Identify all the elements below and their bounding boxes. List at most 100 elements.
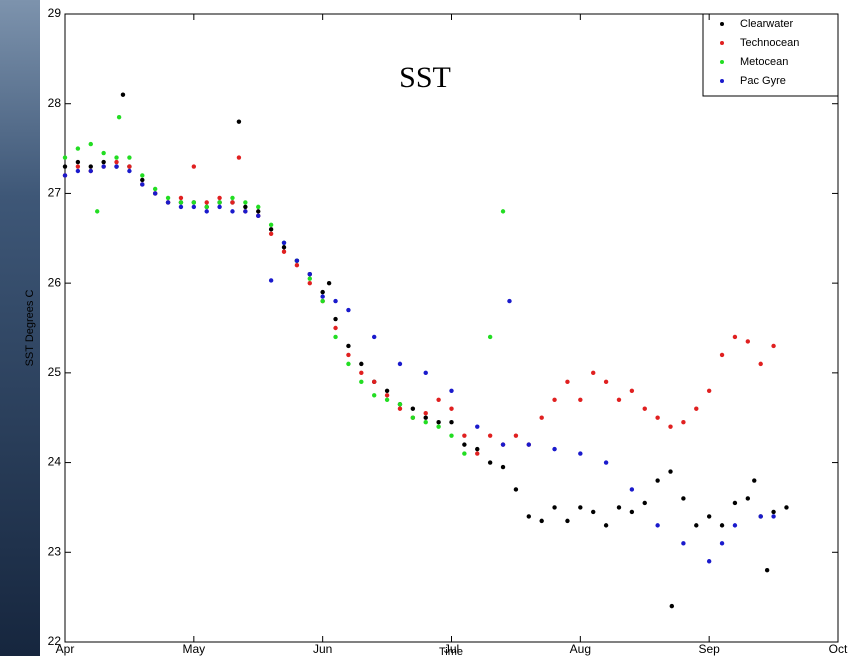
data-point [384,393,390,398]
data-point [178,200,184,205]
y-tick-label: 29 [48,6,62,20]
y-axis-label: SST Degrees C [24,290,36,367]
data-point [436,420,441,425]
data-point [191,204,197,210]
data-point [333,325,338,331]
data-point [346,352,351,358]
legend [702,13,839,97]
plot-area [64,13,839,643]
y-tick-label: 26 [48,275,62,289]
data-point [359,370,364,376]
y-tick-label: 24 [48,455,62,469]
data-point [217,204,222,210]
x-tick-label: Oct [829,642,848,656]
legend-marker [720,79,724,83]
legend-label: Metocean [740,56,788,68]
data-point [397,402,403,407]
data-point [127,155,132,160]
data-point [114,164,119,169]
data-point [294,263,300,268]
data-point [217,195,222,201]
data-point [681,541,686,546]
data-point [603,379,609,385]
data-point [552,397,557,402]
data-point [333,298,338,304]
data-point [436,397,441,402]
data-point [256,213,261,219]
data-point [281,245,287,250]
data-point [307,280,312,286]
data-point [384,388,390,393]
x-tick-label: Apr [56,642,75,656]
data-point [591,370,596,376]
data-point [346,361,351,367]
data-point [603,460,609,465]
data-point [230,200,235,205]
data-point [552,446,557,452]
data-point [719,352,725,358]
data-point [281,249,287,254]
data-point [397,406,403,411]
legend-marker [720,41,724,45]
data-point [423,420,428,425]
data-point [397,361,403,367]
data-point [204,200,209,205]
data-point [75,146,81,151]
y-tick-label: 27 [48,186,62,200]
data-point [423,411,428,416]
data-point [591,509,596,515]
data-point [95,209,100,214]
data-point [758,514,763,519]
data-point [771,509,776,515]
data-point [62,155,68,160]
data-point [616,505,622,510]
data-point [256,209,261,214]
data-point [436,424,441,429]
data-point [655,523,660,528]
chart-title: SST [399,61,451,94]
data-point [500,442,506,447]
data-point [706,559,712,564]
data-point [268,227,274,232]
y-tick-label: 25 [48,365,62,379]
data-point [178,195,184,201]
data-point [75,164,81,169]
data-point [500,464,506,470]
legend-label: Technocean [740,37,799,49]
data-point [449,388,454,393]
data-point [140,173,145,178]
data-point [526,514,531,519]
data-point [127,164,132,169]
data-point [116,114,122,120]
data-point [578,451,583,456]
x-tick-label: Aug [570,642,591,656]
data-point [655,478,660,483]
data-point [764,568,770,573]
data-point [694,406,699,411]
data-point [487,433,493,438]
data-point [771,514,776,519]
data-point [449,420,454,425]
data-point [423,415,428,420]
data-point [539,415,544,420]
data-point [732,334,738,340]
data-point [204,209,209,214]
data-point [629,487,635,492]
y-tick-label: 23 [48,544,62,558]
data-point [681,496,686,501]
data-point [101,150,106,156]
data-point [526,442,531,447]
data-point [204,204,209,210]
data-point [410,415,416,420]
data-point [539,518,544,524]
data-point [268,231,274,236]
data-point [475,424,480,429]
data-point [120,92,126,97]
data-point [256,204,261,210]
data-point [706,388,712,393]
data-point [243,200,248,205]
data-point [384,397,390,402]
legend-label: Clearwater [740,18,794,30]
data-point [752,478,757,483]
data-point [88,141,93,147]
